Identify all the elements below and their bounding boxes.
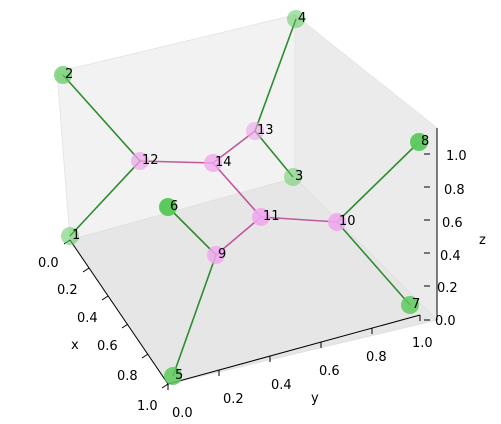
node-label-12: 12 <box>142 153 159 168</box>
node-label-1: 1 <box>72 228 80 243</box>
x-tick-label: 0.4 <box>77 311 98 326</box>
z-axis-label: z <box>479 233 486 248</box>
edge-14-11 <box>212 162 262 218</box>
edge-10-7 <box>336 221 411 306</box>
edge-6-9 <box>167 206 217 256</box>
edge-13-3 <box>254 130 294 178</box>
node-10 <box>328 213 346 231</box>
x-tick-label: 0.2 <box>57 283 78 298</box>
z-tick-label: 1.0 <box>446 149 467 164</box>
y-tick-label: 1.0 <box>412 336 433 351</box>
edge-9-5 <box>172 254 217 377</box>
z-tick-label: 0.0 <box>435 314 456 329</box>
node-label-11: 11 <box>263 209 280 224</box>
edge-12-14 <box>139 160 214 164</box>
y-axis-line <box>167 314 421 385</box>
edge-11-10 <box>260 216 338 223</box>
y-tick-label: 0.4 <box>271 378 292 393</box>
x-tick-label: 0.0 <box>38 256 59 271</box>
node-13 <box>246 122 264 140</box>
edge-13-4 <box>254 18 297 132</box>
y-tick-label: 0.2 <box>223 392 244 407</box>
z-tick-label: 0.2 <box>437 281 458 296</box>
node-label-5: 5 <box>175 368 183 383</box>
y-tick-label: 0.6 <box>319 364 340 379</box>
node-7 <box>401 296 419 314</box>
node-6 <box>159 198 177 216</box>
z-tick-labels: 0.0 0.2 0.4 0.6 0.8 1.0 <box>435 149 467 329</box>
node-label-13: 13 <box>257 123 274 138</box>
y-tick-label: 0.0 <box>172 406 193 421</box>
node-9 <box>207 246 225 264</box>
node-label-2: 2 <box>65 67 73 82</box>
axis-lines <box>69 128 438 385</box>
node-2 <box>54 66 72 84</box>
node-label-6: 6 <box>170 199 178 214</box>
node-label-14: 14 <box>215 155 232 170</box>
edge-1-12 <box>69 160 141 237</box>
axes-panes <box>56 13 438 385</box>
node-5 <box>164 367 182 385</box>
node-label-9: 9 <box>218 247 226 262</box>
node-label-4: 4 <box>298 11 306 26</box>
x-tick-labels: 0.0 0.2 0.4 0.6 0.8 1.0 <box>38 256 158 414</box>
node-label-10: 10 <box>339 214 356 229</box>
z-tick-label: 0.6 <box>442 216 463 231</box>
node-label-8: 8 <box>421 134 429 149</box>
x-axis-line <box>69 239 169 385</box>
node-label-3: 3 <box>295 169 303 184</box>
x-tick-label: 1.0 <box>137 399 158 414</box>
graph-edges <box>62 18 420 377</box>
x-tick-label: 0.8 <box>117 369 138 384</box>
node-1 <box>61 227 79 245</box>
edge-2-12 <box>62 74 141 162</box>
z-tick-label: 0.8 <box>444 183 465 198</box>
y-tick-label: 0.8 <box>366 350 387 365</box>
y-tick-labels: 0.0 0.2 0.4 0.6 0.8 1.0 <box>172 336 433 421</box>
y-axis-label: y <box>311 391 319 406</box>
x-axis-label: x <box>71 338 79 353</box>
node-8 <box>410 133 428 151</box>
x-tick-label: 0.6 <box>97 339 118 354</box>
node-4 <box>287 10 305 28</box>
edge-11-9 <box>215 216 262 256</box>
node-3 <box>284 168 302 186</box>
edge-10-8 <box>336 141 420 223</box>
z-tick-label: 0.4 <box>440 249 461 264</box>
graph-nodes <box>54 10 428 385</box>
node-14 <box>204 154 222 172</box>
node-12 <box>131 152 149 170</box>
node-label-7: 7 <box>412 297 420 312</box>
node-11 <box>252 208 270 226</box>
